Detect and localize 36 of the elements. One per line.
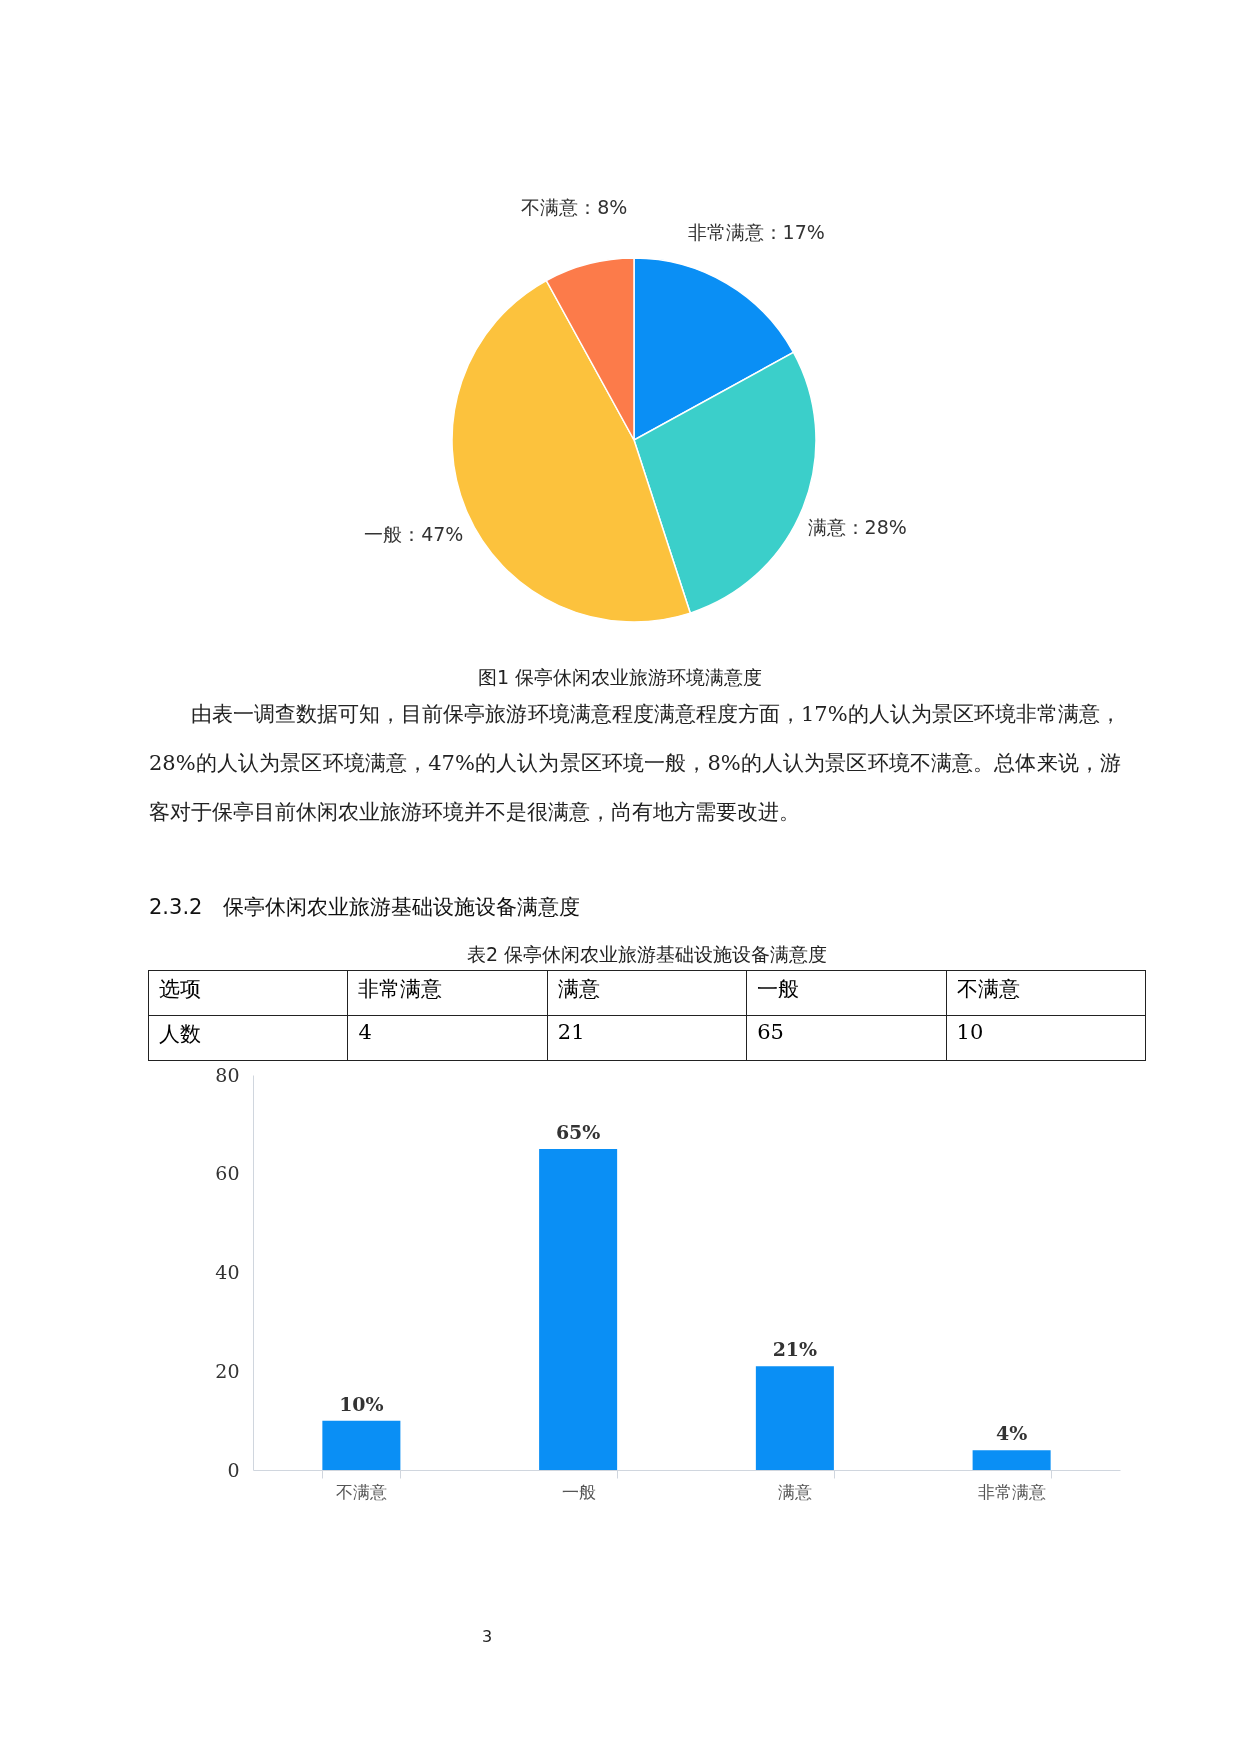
- y-tick-label: 20: [215, 1359, 240, 1382]
- data-label: 65%: [555, 1121, 601, 1144]
- slice-label: 非常满意：17%: [687, 221, 825, 244]
- bar: [322, 1420, 401, 1470]
- text: 2.3.2 保亭休闲农业旅游基础设施设备满意度: [149, 894, 581, 921]
- x-tick-label: 满意: [778, 1481, 813, 1502]
- bar: [972, 1450, 1051, 1470]
- text: 满意: [547, 970, 747, 1016]
- x-tick-label: 一般: [561, 1481, 596, 1502]
- slice-label: 不满意：8%: [521, 195, 628, 218]
- text: 3: [482, 1627, 493, 1646]
- text: 表2 保亭休闲农业旅游基础设施设备满意度: [465, 942, 829, 967]
- y-tick-label: 0: [227, 1458, 240, 1481]
- text: 人数: [148, 1015, 348, 1061]
- bar: [755, 1366, 834, 1470]
- text: 一般: [746, 970, 947, 1016]
- y-tick-label: 80: [215, 1063, 240, 1086]
- text: 不满意: [946, 970, 1146, 1016]
- y-tick-label: 60: [215, 1162, 240, 1185]
- text: 10: [946, 1015, 1146, 1061]
- y-tick-label: 40: [215, 1261, 240, 1283]
- text: 65: [746, 1015, 947, 1061]
- slice-label: 一般：47%: [364, 523, 464, 546]
- text: 4: [347, 1015, 548, 1061]
- x-tick-label: 非常满意: [978, 1481, 1047, 1502]
- data-label: 10%: [339, 1392, 384, 1415]
- text: 21: [547, 1015, 747, 1061]
- text: 图1 保亭休闲农业旅游环境满意度: [476, 665, 764, 690]
- text: 由表一调查数据可知，目前保亭旅游环境满意程度满意程度方面，17%的人认为景区环境非常满意，28%的人认为景区环境满意，47%的人认为景区环境一般，8%的人认为景区环境不满意。总体来说，游客对于保亭目前休闲农业旅游环境并不是很满意，尚有地方需要改进。: [149, 701, 1121, 826]
- text: 选项: [148, 970, 348, 1016]
- data-label: 4%: [995, 1422, 1028, 1445]
- data-label: 21%: [772, 1338, 818, 1361]
- bar: [539, 1149, 618, 1470]
- slice-label: 满意：28%: [807, 516, 907, 539]
- x-tick-label: 不满意: [336, 1481, 388, 1502]
- text: 非常满意: [347, 970, 548, 1016]
